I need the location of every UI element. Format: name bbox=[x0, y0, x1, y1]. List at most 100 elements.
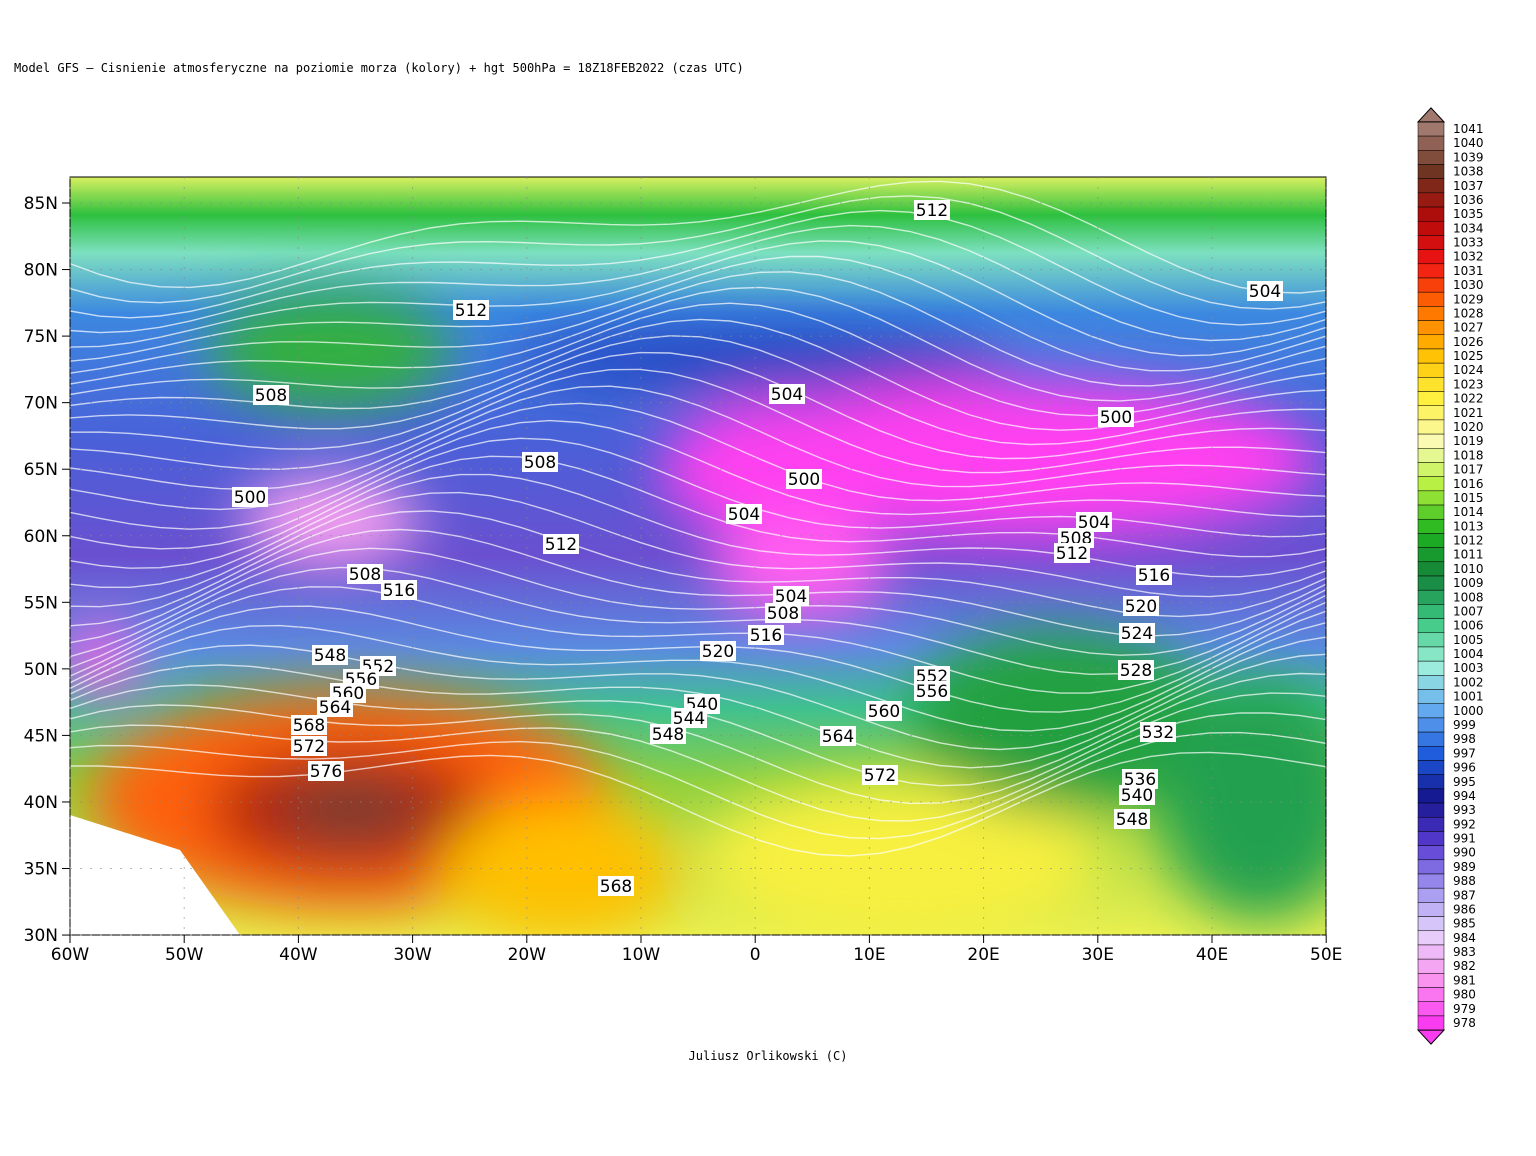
colorbar-cell bbox=[1417, 589, 1445, 605]
colorbar-cell bbox=[1417, 150, 1445, 165]
colorbar-label: 997 bbox=[1453, 746, 1476, 760]
contour-label: 504 bbox=[771, 385, 803, 405]
lat-label: 60N bbox=[24, 527, 58, 547]
colorbar-label: 1011 bbox=[1453, 548, 1484, 562]
colorbar-cell bbox=[1417, 462, 1445, 477]
isohypse bbox=[70, 437, 1326, 550]
contour-label: 520 bbox=[702, 642, 734, 662]
lat-label: 40N bbox=[24, 793, 58, 813]
lat-label: 65N bbox=[24, 460, 58, 480]
contour-label: 520 bbox=[1125, 597, 1157, 617]
contour-label-bg bbox=[1123, 596, 1159, 616]
map-field bbox=[70, 177, 1326, 935]
lat-label: 45N bbox=[24, 726, 58, 746]
lon-label: 10E bbox=[853, 945, 885, 965]
colorbar-label: 1030 bbox=[1453, 278, 1484, 292]
lon-label: 50W bbox=[165, 945, 204, 965]
colorbar-cell bbox=[1417, 604, 1445, 619]
colorbar-cell bbox=[1417, 1001, 1445, 1017]
colorbar-cell bbox=[1417, 391, 1445, 406]
contour-label-bg bbox=[1122, 769, 1158, 789]
contour-label-bg bbox=[291, 715, 327, 735]
contour-label-bg bbox=[1054, 543, 1090, 563]
title: Model GFS – Cisnienie atmosferyczne na p… bbox=[14, 61, 744, 75]
colorbar-cell bbox=[1417, 632, 1445, 648]
contour-label-bg bbox=[312, 645, 348, 665]
colorbar-min-arrow bbox=[1416, 1029, 1446, 1045]
colorbar-cell bbox=[1417, 618, 1445, 634]
isohypse bbox=[70, 335, 1326, 446]
colorbar-cell bbox=[1417, 277, 1445, 293]
contour-label: 504 bbox=[775, 587, 807, 607]
lat-label: 35N bbox=[24, 860, 58, 880]
contour-label-bg bbox=[1119, 785, 1155, 805]
colorbar-cell bbox=[1417, 845, 1445, 861]
field-blobs bbox=[70, 290, 1326, 935]
colorbar-cell bbox=[1417, 220, 1445, 236]
lon-label: 20W bbox=[508, 945, 547, 965]
colorbar-label: 978 bbox=[1453, 1016, 1476, 1030]
colorbar-cell bbox=[1417, 206, 1445, 222]
colorbar-label: 1014 bbox=[1453, 505, 1484, 519]
contour-label-bg bbox=[748, 625, 784, 645]
lon-label: 10W bbox=[622, 945, 661, 965]
contour-label-bg bbox=[522, 452, 558, 472]
colorbar-cell bbox=[1417, 433, 1445, 449]
contour-label: 564 bbox=[319, 698, 351, 718]
contour-label-bg bbox=[543, 534, 579, 554]
colorbar-label: 989 bbox=[1453, 860, 1476, 874]
contour-label-bg bbox=[765, 603, 801, 623]
colorbar-cell bbox=[1417, 362, 1445, 378]
contour-label-bg bbox=[1076, 512, 1112, 532]
lon-label: 50E bbox=[1310, 945, 1342, 965]
colorbar-cell bbox=[1417, 121, 1445, 137]
colorbar-cell bbox=[1417, 518, 1445, 534]
colorbar-label: 1031 bbox=[1453, 264, 1484, 278]
colorbar-cell bbox=[1417, 490, 1445, 506]
contour-label: 508 bbox=[767, 604, 799, 624]
colorbar-cell bbox=[1417, 235, 1445, 250]
colorbar-label: 1008 bbox=[1453, 590, 1484, 604]
colorbar-label: 1004 bbox=[1453, 647, 1484, 661]
colorbar-label: 995 bbox=[1453, 775, 1476, 789]
colorbar-label: 1020 bbox=[1453, 420, 1484, 434]
colorbar-cell bbox=[1417, 717, 1445, 733]
contour-label: 572 bbox=[293, 737, 325, 757]
lat-label: 30N bbox=[24, 926, 58, 946]
colorbar-cell bbox=[1417, 816, 1445, 832]
colorbar-label: 1034 bbox=[1453, 221, 1484, 235]
isohypse bbox=[70, 751, 1326, 857]
colorbar-cell bbox=[1417, 178, 1445, 194]
colorbar-label: 1037 bbox=[1453, 179, 1484, 193]
colorbar-label: 1019 bbox=[1453, 434, 1484, 448]
contour-label-bg bbox=[769, 384, 805, 404]
colorbar-label: 987 bbox=[1453, 888, 1476, 902]
colorbar-label: 1025 bbox=[1453, 349, 1484, 363]
colorbar-label: 1040 bbox=[1453, 136, 1484, 150]
isohypse bbox=[70, 510, 1326, 627]
colorbar-cell bbox=[1417, 504, 1445, 520]
colorbar-cell bbox=[1417, 547, 1445, 563]
isohypse bbox=[70, 195, 1326, 310]
colorbar-label: 1001 bbox=[1453, 690, 1484, 704]
no-data bbox=[70, 815, 240, 935]
contour-label-bg bbox=[671, 708, 707, 728]
colorbar-cell bbox=[1417, 788, 1445, 804]
contour-label: 512 bbox=[1056, 544, 1088, 564]
isohypse bbox=[70, 712, 1326, 822]
colorbar-label: 1022 bbox=[1453, 392, 1484, 406]
lat-label: 80N bbox=[24, 261, 58, 281]
colorbar-label: 983 bbox=[1453, 945, 1476, 959]
isohypse bbox=[70, 692, 1326, 805]
colorbar-label: 1023 bbox=[1453, 377, 1484, 391]
contour-label: 504 bbox=[1249, 282, 1281, 302]
colorbar-cell bbox=[1417, 646, 1445, 662]
colorbar-label: 998 bbox=[1453, 732, 1476, 746]
contour-label-bg bbox=[308, 761, 344, 781]
colorbar-cell bbox=[1417, 774, 1445, 790]
contour-label: 516 bbox=[383, 581, 415, 601]
isohypse bbox=[70, 255, 1326, 372]
colorbar-cell bbox=[1417, 291, 1445, 307]
